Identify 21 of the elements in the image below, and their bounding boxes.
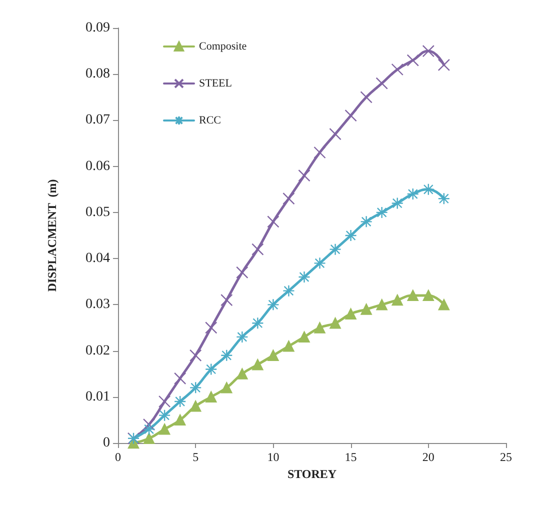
y-tick-label: 0.06 — [86, 158, 110, 174]
x-tick-label: 5 — [192, 450, 199, 464]
y-tick-label: 0.04 — [86, 251, 110, 266]
y-tick-label: 0.08 — [86, 66, 110, 82]
legend-label: STEEL — [199, 78, 232, 90]
y-tick-label: 0.02 — [86, 343, 110, 358]
x-axis-title: STOREY — [287, 466, 337, 481]
y-tick-label: 0.03 — [86, 297, 110, 312]
x-tick-label: 15 — [344, 450, 357, 464]
y-tick-label: 0.07 — [86, 112, 110, 128]
y-tick-label: 0.01 — [86, 389, 110, 404]
y-tick-label: 0.05 — [86, 204, 110, 220]
y-tick-label: 0 — [103, 436, 110, 450]
y-axis-title: DISPLACMENT (m) — [45, 179, 59, 292]
x-tick-label: 10 — [267, 450, 280, 464]
y-tick-label: 0.09 — [86, 20, 110, 36]
x-tick-label: 20 — [422, 450, 434, 464]
legend-label: RCC — [199, 114, 222, 126]
x-tick-label: 0 — [115, 450, 121, 464]
legend-label: Composite — [199, 40, 247, 52]
x-tick-label: 25 — [500, 450, 512, 464]
